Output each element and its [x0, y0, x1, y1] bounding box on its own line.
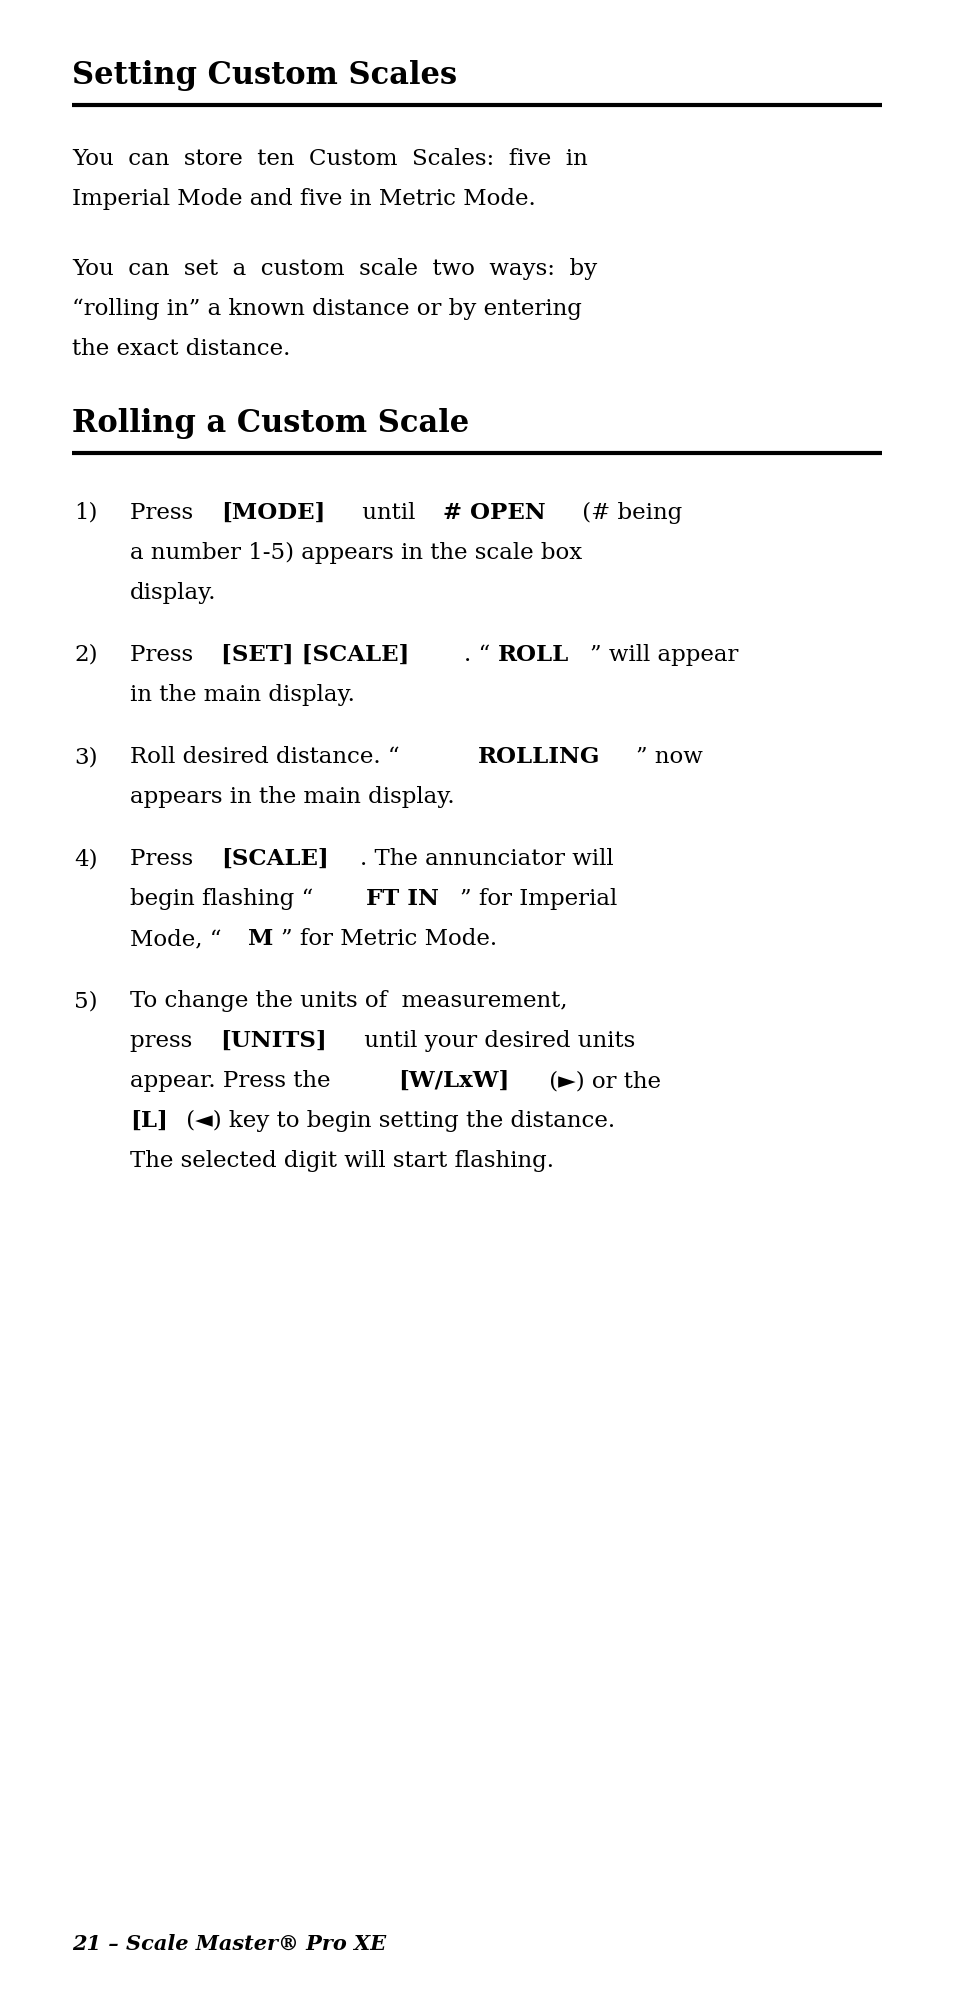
Text: You  can  set  a  custom  scale  two  ways:  by: You can set a custom scale two ways: by: [71, 259, 597, 281]
Text: 21 – Scale Master® Pro XE: 21 – Scale Master® Pro XE: [71, 1933, 386, 1953]
Text: ” for Imperial: ” for Imperial: [460, 888, 618, 910]
Text: press: press: [130, 1029, 199, 1051]
Text: a number 1-5) appears in the scale box: a number 1-5) appears in the scale box: [130, 541, 581, 563]
Text: . “: . “: [463, 644, 490, 666]
Text: (# being: (# being: [575, 501, 681, 523]
Text: ” for Metric Mode.: ” for Metric Mode.: [280, 928, 497, 950]
Text: . The annunciator will: . The annunciator will: [359, 848, 613, 870]
Text: ROLLING: ROLLING: [477, 746, 599, 768]
Text: 5): 5): [74, 990, 97, 1011]
Text: M: M: [248, 928, 274, 950]
Text: Setting Custom Scales: Setting Custom Scales: [71, 60, 456, 90]
Text: 4): 4): [74, 848, 97, 870]
Text: display.: display.: [130, 581, 216, 604]
Text: [W/LxW]: [W/LxW]: [397, 1069, 509, 1091]
Text: Mode, “: Mode, “: [130, 928, 221, 950]
Text: You  can  store  ten  Custom  Scales:  five  in: You can store ten Custom Scales: five in: [71, 148, 587, 170]
Text: 3): 3): [74, 746, 97, 768]
Text: Press: Press: [130, 501, 200, 523]
Text: until: until: [355, 501, 423, 523]
Text: [UNITS]: [UNITS]: [219, 1029, 326, 1051]
Text: in the main display.: in the main display.: [130, 684, 355, 706]
Text: Press: Press: [130, 644, 200, 666]
Text: Press: Press: [130, 848, 200, 870]
Text: # OPEN: # OPEN: [442, 501, 545, 523]
Text: [SET] [SCALE]: [SET] [SCALE]: [220, 644, 409, 666]
Text: ” now: ” now: [635, 746, 701, 768]
Text: (◄) key to begin setting the distance.: (◄) key to begin setting the distance.: [178, 1109, 615, 1131]
Text: ” will appear: ” will appear: [589, 644, 738, 666]
Text: 1): 1): [74, 501, 97, 523]
Text: [L]: [L]: [130, 1109, 168, 1131]
Text: Imperial Mode and five in Metric Mode.: Imperial Mode and five in Metric Mode.: [71, 188, 536, 211]
Text: until your desired units: until your desired units: [357, 1029, 635, 1051]
Text: Rolling a Custom Scale: Rolling a Custom Scale: [71, 407, 469, 439]
Text: 2): 2): [74, 644, 97, 666]
Text: [MODE]: [MODE]: [220, 501, 325, 523]
Text: appear. Press the: appear. Press the: [130, 1069, 337, 1091]
Text: Roll desired distance. “: Roll desired distance. “: [130, 746, 399, 768]
Text: (►) or the: (►) or the: [541, 1069, 660, 1091]
Text: appears in the main display.: appears in the main display.: [130, 786, 455, 808]
Text: To change the units of  measurement,: To change the units of measurement,: [130, 990, 567, 1011]
Text: The selected digit will start flashing.: The selected digit will start flashing.: [130, 1149, 554, 1171]
Text: begin flashing “: begin flashing “: [130, 888, 313, 910]
Text: “rolling in” a known distance or by entering: “rolling in” a known distance or by ente…: [71, 299, 581, 321]
Text: ROLL: ROLL: [497, 644, 568, 666]
Text: FT IN: FT IN: [366, 888, 439, 910]
Text: the exact distance.: the exact distance.: [71, 337, 290, 359]
Text: [SCALE]: [SCALE]: [220, 848, 328, 870]
